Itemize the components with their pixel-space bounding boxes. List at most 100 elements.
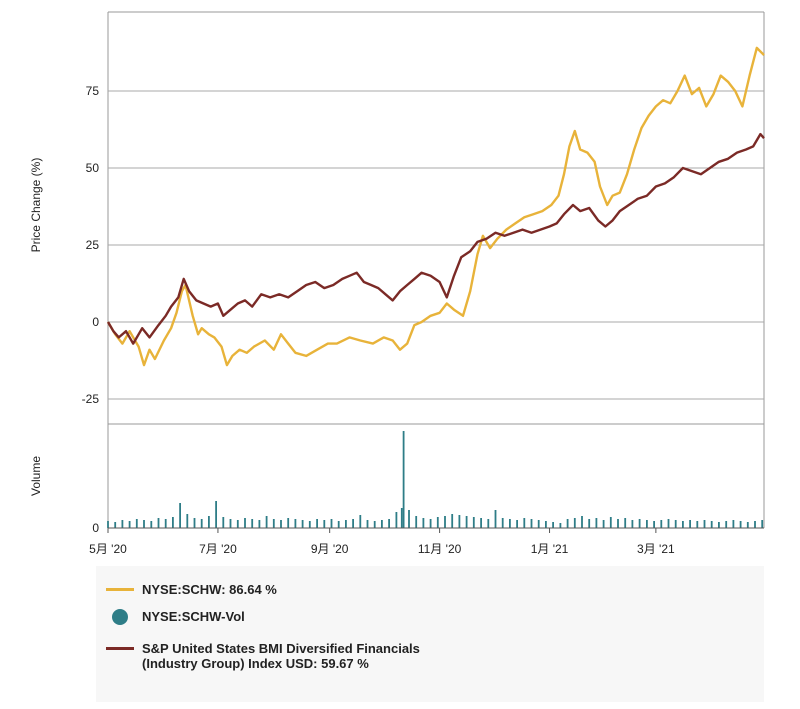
volume-bar xyxy=(229,519,232,528)
volume-bar xyxy=(472,517,475,528)
volume-bar xyxy=(150,521,153,528)
legend-label-schw-vol: NYSE:SCHW-Vol xyxy=(142,609,245,624)
volume-bar xyxy=(602,520,605,528)
volume-bar xyxy=(754,521,756,528)
volume-bar xyxy=(501,518,504,528)
volume-bar xyxy=(236,520,239,528)
volume-bar xyxy=(114,522,117,528)
volume-bar xyxy=(653,521,655,528)
volume-bar xyxy=(373,521,376,528)
volume-bar xyxy=(465,516,468,528)
volume-bar xyxy=(402,431,405,528)
volume-bar xyxy=(660,520,663,528)
legend-label-sp-index: S&P United States BMI Diversified Financ… xyxy=(142,641,420,671)
volume-bar xyxy=(487,519,490,528)
legend-label-schw: NYSE:SCHW: 86.64 % xyxy=(142,582,277,597)
volume-bar xyxy=(516,520,518,528)
series-line-sp-index xyxy=(106,132,765,345)
volume-bar xyxy=(646,520,648,528)
volume-bar xyxy=(359,515,362,528)
volume-bar xyxy=(739,521,742,528)
volume-bar xyxy=(301,520,304,528)
volume-bar xyxy=(179,503,181,528)
legend-item-schw-vol: NYSE:SCHW-Vol xyxy=(106,609,245,625)
x-tick-label: 1月 '21 xyxy=(531,542,569,556)
volume-bar xyxy=(494,510,497,528)
volume-bar xyxy=(638,519,641,528)
volume-bar xyxy=(595,518,598,528)
y-tick-label: 50 xyxy=(86,161,100,175)
volume-bar xyxy=(458,515,461,528)
volume-bar xyxy=(164,519,167,528)
legend-item-schw: NYSE:SCHW: 86.64 % xyxy=(106,582,277,597)
legend-swatch-schw xyxy=(106,588,134,591)
volume-bar xyxy=(157,518,160,528)
y-tick-label: 0 xyxy=(92,315,99,329)
volume-bar xyxy=(294,519,297,528)
volume-bar xyxy=(696,521,699,528)
volume-bar xyxy=(480,518,482,528)
legend-swatch-sp-index xyxy=(106,647,134,650)
volume-bar xyxy=(258,520,261,528)
volume-bar xyxy=(107,521,109,528)
x-tick-label: 9月 '20 xyxy=(311,542,349,556)
volume-bar xyxy=(135,519,138,528)
volume-bar xyxy=(366,520,369,528)
volume-bar xyxy=(308,521,311,528)
volume-bar xyxy=(718,522,720,528)
volume-bar xyxy=(121,520,124,528)
volume-bar xyxy=(222,517,225,528)
volume-bar xyxy=(545,521,547,528)
volume-bar xyxy=(280,520,282,528)
series-line-schw xyxy=(106,46,765,367)
legend-swatch-schw-vol xyxy=(112,609,128,625)
volume-bar xyxy=(422,518,425,528)
volume-bar xyxy=(186,514,189,528)
volume-bar xyxy=(674,520,677,528)
volume-bar xyxy=(172,517,174,528)
volume-bar xyxy=(287,518,290,528)
volume-bar xyxy=(746,522,749,528)
volume-bar xyxy=(408,510,410,528)
volume-bar xyxy=(272,519,275,528)
volume-bar xyxy=(251,519,254,528)
volume-bar xyxy=(624,518,627,528)
x-tick-label: 11月 '20 xyxy=(418,542,462,556)
volume-bar xyxy=(609,517,612,528)
y-tick-label: 25 xyxy=(86,238,100,252)
x-tick-label: 3月 '21 xyxy=(637,542,675,556)
volume-bar xyxy=(381,520,383,528)
y-tick-label: 75 xyxy=(86,84,100,98)
volume-bar xyxy=(388,519,390,528)
volume-bar xyxy=(436,517,439,528)
y-tick-label: -25 xyxy=(82,392,100,406)
volume-bar xyxy=(415,516,418,528)
volume-bar xyxy=(316,519,318,528)
volume-bar xyxy=(352,519,354,528)
volume-bar xyxy=(761,520,764,528)
volume-bar xyxy=(667,519,670,528)
price-panel: 75 50 25 0 -25 xyxy=(82,11,765,528)
volume-bar xyxy=(537,520,540,528)
x-tick-label: 5月 '20 xyxy=(89,542,127,556)
volume-bar xyxy=(323,520,326,528)
volume-bar xyxy=(208,516,210,528)
volume-bar xyxy=(193,518,196,528)
volume-bar xyxy=(710,521,713,528)
volume-panel: 0 xyxy=(92,431,764,535)
volume-bar xyxy=(265,516,268,528)
volume-bar xyxy=(573,518,576,528)
volume-bar xyxy=(530,519,533,528)
volume-bar xyxy=(559,523,562,528)
volume-bar xyxy=(330,519,333,528)
x-tick-label: 7月 '20 xyxy=(199,542,237,556)
chart-legend: NYSE:SCHW: 86.64 % NYSE:SCHW-Vol S&P Uni… xyxy=(96,566,764,702)
volume-bar xyxy=(509,519,511,528)
volume-bar xyxy=(617,519,619,528)
volume-bar xyxy=(689,520,691,528)
volume-bar xyxy=(395,512,398,528)
stock-performance-chart: 75 50 25 0 -25 0 5月 '20 7月 '20 9月 '20 11月 '20 1月… xyxy=(29,11,765,556)
y-axis-label: Price Change (%) xyxy=(29,158,43,253)
volume-bar xyxy=(200,519,203,528)
volume-bar xyxy=(444,516,446,528)
